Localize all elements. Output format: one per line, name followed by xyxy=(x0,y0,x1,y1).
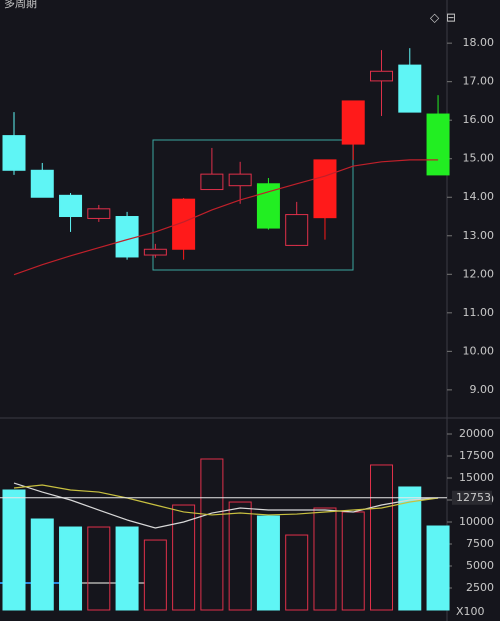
candle-body xyxy=(285,214,309,246)
y-tick-label: 17.00 xyxy=(463,75,495,88)
volume-bar xyxy=(30,518,54,611)
y-tick-label: 14.00 xyxy=(463,190,495,203)
y-tick-label: 15000 xyxy=(459,471,494,484)
candle-body xyxy=(30,169,54,198)
candle-body xyxy=(59,194,83,218)
y-tick-label: 10000 xyxy=(459,515,494,528)
candle-body xyxy=(200,173,224,191)
candle-body xyxy=(313,159,337,219)
candle-body xyxy=(426,113,450,176)
reference-label: 12753 xyxy=(456,491,491,504)
moving-average xyxy=(13,484,439,516)
candle-body xyxy=(256,183,280,229)
volume-bar xyxy=(87,526,111,611)
y-tick-label: 12.00 xyxy=(463,267,495,280)
moving-average xyxy=(13,159,439,276)
unit-label: X100 xyxy=(456,605,485,618)
volume-bar xyxy=(398,486,422,611)
volume-bar xyxy=(143,539,167,611)
y-tick-label: 20000 xyxy=(459,427,494,440)
volume-bar xyxy=(200,458,224,611)
candle-body xyxy=(87,208,111,219)
volume-bar xyxy=(370,464,394,611)
selection-box xyxy=(152,139,354,271)
candle-body xyxy=(370,70,394,82)
candle-body xyxy=(115,216,139,258)
candle-body xyxy=(2,135,26,171)
volume-bar xyxy=(426,525,450,611)
y-tick-label: 11.00 xyxy=(463,306,495,319)
candle-body xyxy=(341,100,365,145)
y-tick-label: 13.00 xyxy=(463,229,495,242)
candle-body xyxy=(398,64,422,113)
y-tick-label: 5000 xyxy=(466,559,494,572)
volume-bar xyxy=(256,515,280,611)
candle-body xyxy=(172,198,196,250)
y-tick-label: 15.00 xyxy=(463,152,495,165)
candle-body xyxy=(143,248,167,256)
volume-bar xyxy=(285,534,309,611)
y-tick-label: 2500 xyxy=(466,581,494,594)
y-tick-label: 18.00 xyxy=(463,36,495,49)
volume-bar xyxy=(2,489,26,611)
y-tick-label: 17500 xyxy=(459,449,494,462)
candle-body xyxy=(228,173,252,187)
volume-bar xyxy=(228,501,252,611)
icon[interactable]: ◇ xyxy=(430,11,440,25)
icon[interactable]: ⊟ xyxy=(446,11,456,25)
volume-bar xyxy=(313,507,337,611)
y-tick-label: 10.00 xyxy=(463,344,495,357)
reference-label-bg xyxy=(452,490,492,505)
volume-bar xyxy=(59,526,83,611)
volume-bar xyxy=(115,526,139,611)
y-tick-label: 16.00 xyxy=(463,113,495,126)
volume-bar xyxy=(172,504,196,611)
y-tick-label: 9.00 xyxy=(470,383,495,396)
title: 多周期 xyxy=(4,0,37,10)
y-tick-label: 7500 xyxy=(466,537,494,550)
